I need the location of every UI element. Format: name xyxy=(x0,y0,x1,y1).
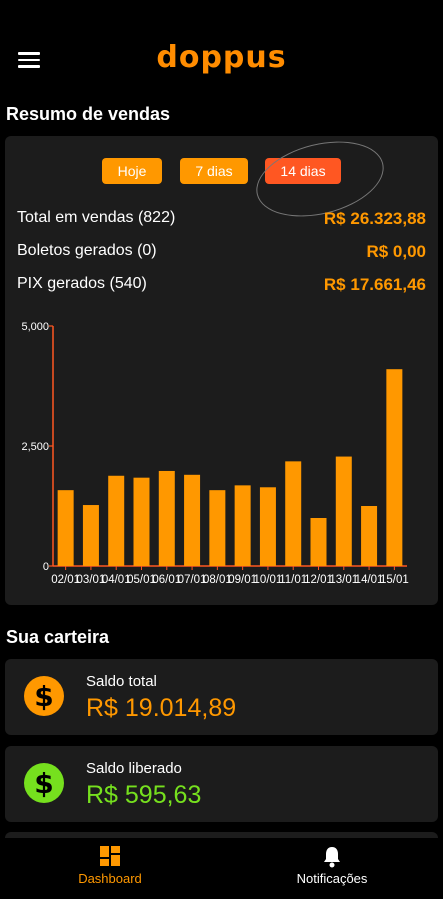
sales-bar-chart: 0 2,500 5,000 02/0103/0104/0105/0106/0107/0… xyxy=(21,321,409,586)
stat-boletos: Boletos gerados (0) R$ 0,00 xyxy=(17,242,426,266)
x-tick-label: 08/01 xyxy=(203,574,232,586)
chart-bar xyxy=(133,477,150,566)
bell-icon xyxy=(232,846,432,873)
chart-bar xyxy=(386,369,403,566)
dollar-coin-icon: $ xyxy=(24,763,64,803)
total-balance-card[interactable]: $ Saldo total R$ 19.014,89 xyxy=(5,659,438,735)
hamburger-menu-icon[interactable] xyxy=(18,52,40,68)
x-tick-label: 04/01 xyxy=(102,574,131,586)
stat-pix: PIX gerados (540) R$ 17.661,46 xyxy=(17,275,426,299)
balance-value: R$ 19.014,89 xyxy=(86,694,237,722)
filter-14-days-button[interactable]: 14 dias xyxy=(265,158,341,184)
y-tick-label: 0 xyxy=(43,561,49,573)
stat-label: Boletos gerados (0) xyxy=(17,242,157,259)
chart-bar xyxy=(82,505,99,566)
next-card-peek xyxy=(5,832,438,840)
balance-value: R$ 595,63 xyxy=(86,781,202,809)
filter-today-button[interactable]: Hoje xyxy=(102,158,162,184)
dashboard-icon xyxy=(10,846,210,871)
wallet-title: Sua carteira xyxy=(6,627,110,647)
chart-bar xyxy=(234,485,251,566)
chart-bar xyxy=(57,490,74,566)
balance-label: Saldo liberado xyxy=(86,760,182,777)
chart-bar xyxy=(310,518,327,566)
x-tick-label: 11/01 xyxy=(279,574,307,586)
x-tick-label: 13/01 xyxy=(329,574,358,586)
stat-label: Total em vendas (822) xyxy=(17,209,176,226)
summary-title: Resumo de vendas xyxy=(6,104,171,124)
x-tick-label: 12/01 xyxy=(304,574,333,586)
chart-bar xyxy=(108,475,125,566)
chart-bar xyxy=(335,456,352,566)
sales-summary-card: Hoje 7 dias 14 dias Total em vendas (822… xyxy=(5,129,438,605)
period-filters: Hoje 7 dias 14 dias xyxy=(5,129,438,229)
chart-bar xyxy=(259,487,276,566)
app-logo: doppus xyxy=(156,40,287,75)
stat-total-sales: Total em vendas (822) R$ 26.323,88 xyxy=(17,209,426,233)
y-tick-label: 2,500 xyxy=(21,441,49,453)
chart-bar xyxy=(285,461,302,566)
x-tick-label: 02/01 xyxy=(51,574,80,586)
y-tick-label: 5,000 xyxy=(21,321,49,333)
app-header: doppus xyxy=(0,0,443,90)
nav-dashboard-label: Dashboard xyxy=(78,871,142,886)
x-tick-label: 15/01 xyxy=(380,574,409,586)
dollar-coin-icon: $ xyxy=(24,676,64,716)
released-balance-card[interactable]: $ Saldo liberado R$ 595,63 xyxy=(5,746,438,822)
chart-bar xyxy=(158,470,175,566)
x-tick-label: 14/01 xyxy=(355,574,384,586)
nav-notifications[interactable]: Notificações xyxy=(232,838,432,899)
x-tick-label: 07/01 xyxy=(178,574,207,586)
stat-value: R$ 26.323,88 xyxy=(323,209,426,228)
chart-bar xyxy=(184,474,201,566)
x-tick-label: 09/01 xyxy=(228,574,257,586)
chart-bar xyxy=(361,506,378,566)
bottom-navigation: Dashboard Notificações xyxy=(0,838,443,899)
x-tick-label: 10/01 xyxy=(254,574,283,586)
stat-value: R$ 17.661,46 xyxy=(323,275,426,294)
x-tick-label: 06/01 xyxy=(152,574,181,586)
x-tick-label: 05/01 xyxy=(127,574,156,586)
balance-label: Saldo total xyxy=(86,673,157,690)
stat-label: PIX gerados (540) xyxy=(17,275,147,292)
nav-notifications-label: Notificações xyxy=(296,871,368,886)
nav-dashboard[interactable]: Dashboard xyxy=(10,838,210,899)
chart-bar xyxy=(209,490,226,566)
x-tick-label: 03/01 xyxy=(77,574,106,586)
filter-7-days-button[interactable]: 7 dias xyxy=(180,158,248,184)
stat-value: R$ 0,00 xyxy=(366,242,426,261)
